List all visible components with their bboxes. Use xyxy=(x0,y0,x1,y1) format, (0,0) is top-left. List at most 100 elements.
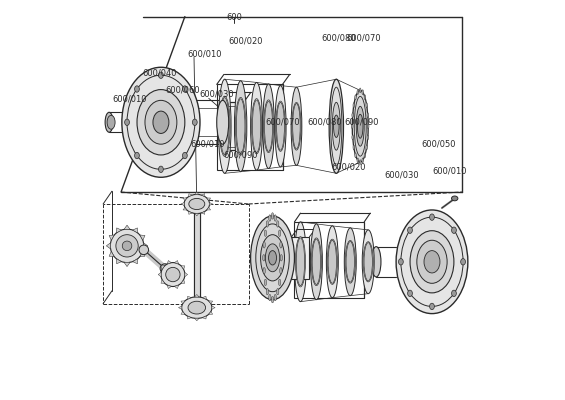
Polygon shape xyxy=(140,235,145,240)
Ellipse shape xyxy=(263,84,275,168)
Text: 600/030: 600/030 xyxy=(199,89,234,98)
Ellipse shape xyxy=(357,158,359,163)
Ellipse shape xyxy=(277,102,284,150)
Ellipse shape xyxy=(134,86,140,92)
Ellipse shape xyxy=(398,258,403,265)
Bar xyxy=(294,222,364,298)
Polygon shape xyxy=(133,228,138,233)
Polygon shape xyxy=(181,301,185,304)
Polygon shape xyxy=(144,243,148,249)
Ellipse shape xyxy=(266,221,268,227)
Ellipse shape xyxy=(424,251,440,273)
Text: 600/020: 600/020 xyxy=(228,36,262,45)
Ellipse shape xyxy=(353,145,355,150)
Ellipse shape xyxy=(417,240,447,283)
Ellipse shape xyxy=(367,124,369,129)
Polygon shape xyxy=(158,272,161,277)
Polygon shape xyxy=(201,194,205,196)
Ellipse shape xyxy=(364,95,366,100)
Ellipse shape xyxy=(310,224,323,300)
Ellipse shape xyxy=(274,215,276,221)
Polygon shape xyxy=(175,260,179,264)
Ellipse shape xyxy=(351,124,353,129)
Ellipse shape xyxy=(122,67,200,177)
Polygon shape xyxy=(212,306,215,309)
Ellipse shape xyxy=(275,86,286,167)
Ellipse shape xyxy=(264,100,273,153)
Ellipse shape xyxy=(116,235,138,257)
Ellipse shape xyxy=(364,153,366,158)
Ellipse shape xyxy=(236,97,246,155)
Ellipse shape xyxy=(359,160,361,164)
Ellipse shape xyxy=(294,222,306,302)
Polygon shape xyxy=(194,294,199,297)
Polygon shape xyxy=(179,306,182,309)
Ellipse shape xyxy=(279,230,281,236)
Bar xyxy=(221,102,244,150)
Ellipse shape xyxy=(193,119,197,126)
Text: 600/080: 600/080 xyxy=(321,33,356,42)
Ellipse shape xyxy=(293,104,300,149)
Polygon shape xyxy=(109,252,114,257)
Polygon shape xyxy=(116,228,121,233)
Polygon shape xyxy=(187,296,192,299)
Polygon shape xyxy=(181,202,184,206)
Text: 600/090: 600/090 xyxy=(344,117,379,126)
Polygon shape xyxy=(208,312,212,314)
Ellipse shape xyxy=(276,221,279,227)
Ellipse shape xyxy=(194,298,200,305)
Ellipse shape xyxy=(266,288,268,295)
Ellipse shape xyxy=(189,198,205,210)
Ellipse shape xyxy=(327,239,337,284)
Ellipse shape xyxy=(346,242,354,282)
Ellipse shape xyxy=(328,240,337,283)
Polygon shape xyxy=(194,318,199,321)
Text: 600/050: 600/050 xyxy=(421,140,456,149)
Ellipse shape xyxy=(363,242,373,282)
Polygon shape xyxy=(202,316,206,319)
Ellipse shape xyxy=(139,245,149,255)
Ellipse shape xyxy=(429,214,434,220)
Bar xyxy=(194,210,200,302)
Ellipse shape xyxy=(407,290,412,296)
Ellipse shape xyxy=(352,135,354,140)
Ellipse shape xyxy=(219,96,230,156)
Text: 600/010: 600/010 xyxy=(188,50,222,58)
Ellipse shape xyxy=(451,196,458,201)
Ellipse shape xyxy=(166,267,180,282)
Polygon shape xyxy=(181,280,185,283)
Ellipse shape xyxy=(159,72,163,78)
Ellipse shape xyxy=(367,113,368,118)
Ellipse shape xyxy=(110,229,144,262)
Ellipse shape xyxy=(145,100,177,144)
Polygon shape xyxy=(202,296,206,299)
Ellipse shape xyxy=(266,244,280,272)
Polygon shape xyxy=(201,212,205,214)
Ellipse shape xyxy=(345,240,355,283)
Ellipse shape xyxy=(327,226,338,298)
Polygon shape xyxy=(187,316,192,319)
Text: 600/060: 600/060 xyxy=(165,85,199,94)
Ellipse shape xyxy=(159,166,163,172)
Ellipse shape xyxy=(251,82,263,170)
Ellipse shape xyxy=(263,268,266,274)
Polygon shape xyxy=(195,192,199,194)
Ellipse shape xyxy=(251,216,294,300)
Ellipse shape xyxy=(410,231,454,293)
Polygon shape xyxy=(161,266,164,270)
Ellipse shape xyxy=(296,238,305,286)
Ellipse shape xyxy=(355,153,357,158)
Ellipse shape xyxy=(366,145,367,150)
Ellipse shape xyxy=(332,102,340,150)
Ellipse shape xyxy=(359,88,361,93)
Polygon shape xyxy=(175,285,179,288)
Ellipse shape xyxy=(357,106,364,146)
Ellipse shape xyxy=(188,301,206,314)
Ellipse shape xyxy=(220,98,229,155)
Ellipse shape xyxy=(194,207,200,213)
Ellipse shape xyxy=(134,152,140,159)
Ellipse shape xyxy=(358,114,363,138)
Ellipse shape xyxy=(312,239,320,284)
Ellipse shape xyxy=(161,262,185,286)
Bar xyxy=(224,106,241,147)
